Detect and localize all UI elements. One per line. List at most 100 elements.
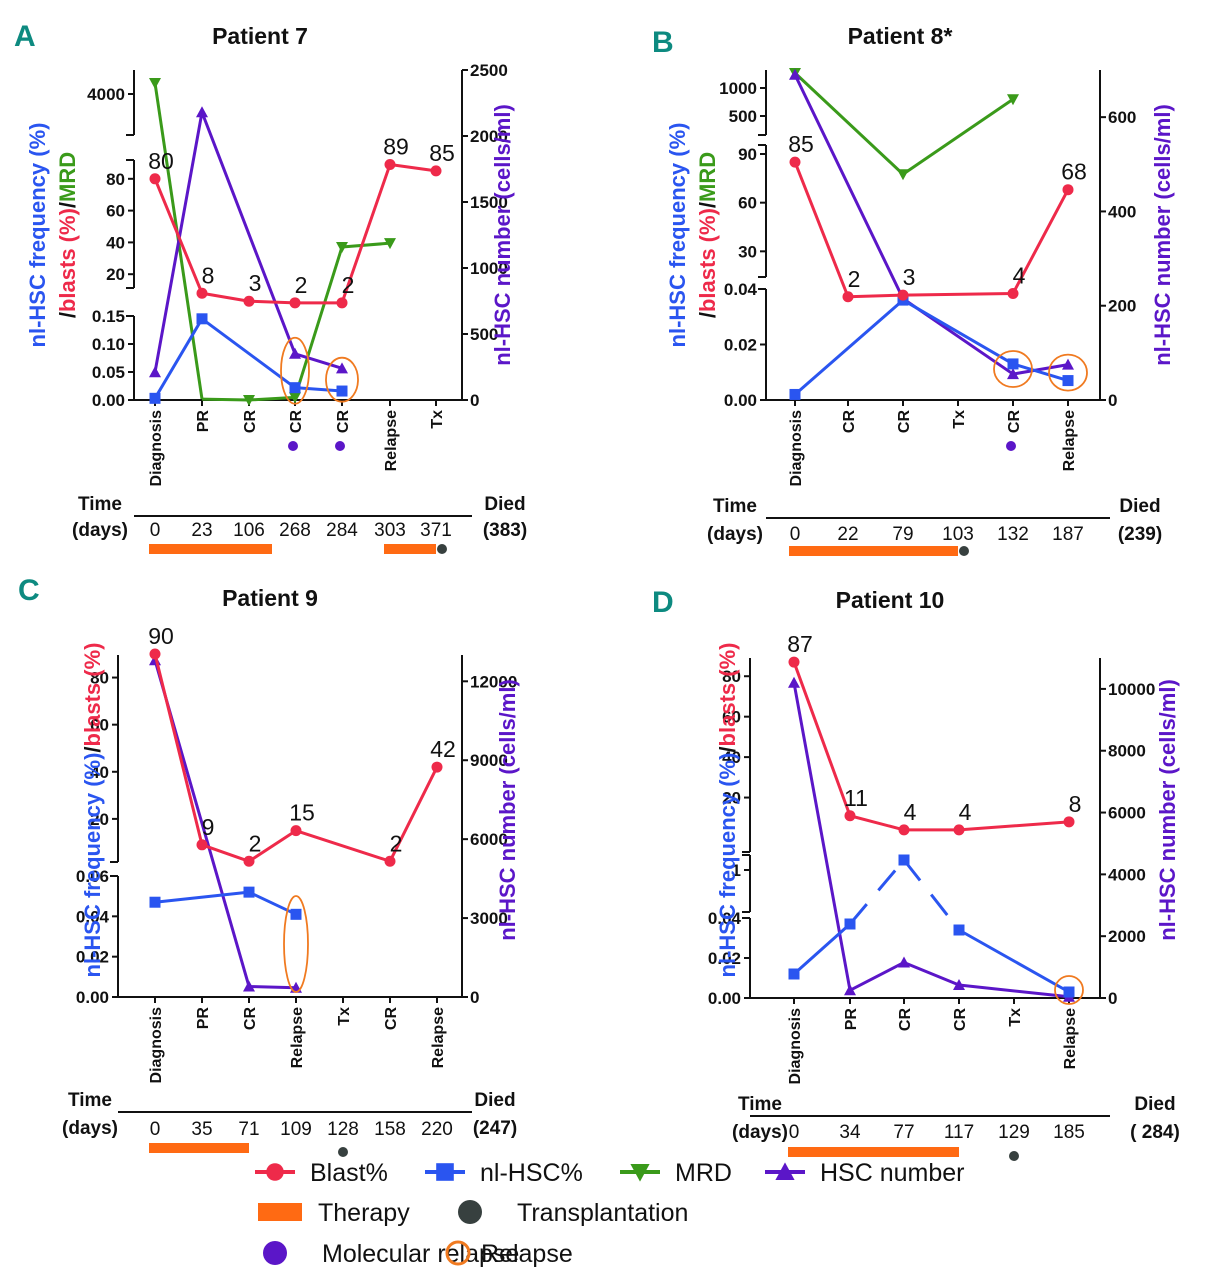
legend: Blast% nl-HSC% MRD HSC number Therapy Transpl… bbox=[255, 1159, 965, 1268]
right-tick-label: 1500 bbox=[470, 193, 508, 212]
mrd-point bbox=[149, 78, 161, 89]
nl-hsc-point bbox=[898, 854, 910, 866]
nl-hsc-point bbox=[289, 382, 301, 394]
legend-label: nl-HSC% bbox=[480, 1159, 583, 1187]
left-axis-title-part: nl-HSC frequency (%) bbox=[665, 123, 690, 348]
category-label: Diagnosis bbox=[787, 1008, 804, 1085]
left-axis-title-part: blasts (%) bbox=[80, 643, 105, 747]
time-day: 158 bbox=[374, 1119, 406, 1140]
legend-item: MRD bbox=[620, 1159, 732, 1187]
left-axis-title-part: blasts (%) bbox=[695, 208, 720, 312]
blast-data-label: 2 bbox=[848, 266, 861, 292]
hsc-number-point bbox=[1062, 358, 1074, 370]
legend-label: HSC number bbox=[820, 1159, 965, 1187]
left-tick-label: 4000 bbox=[87, 85, 125, 104]
blast-data-label: 15 bbox=[289, 800, 315, 826]
series-blast: 85 2 3 4 68 bbox=[788, 131, 1087, 303]
blast-data-label: 80 bbox=[148, 148, 174, 174]
category-label: CR bbox=[841, 410, 858, 434]
nl-hsc-line-segment bbox=[902, 859, 961, 931]
category-label: CR bbox=[383, 1007, 400, 1031]
right-axis-title: nl-HSC number (cells/ml) bbox=[1155, 679, 1180, 941]
right-tick-label: 0 bbox=[470, 988, 479, 1007]
blast-data-label: 85 bbox=[788, 131, 814, 157]
left-axis-title-part: blasts (%) bbox=[715, 643, 740, 747]
blast-point bbox=[844, 810, 856, 822]
left-tick-label: 80 bbox=[722, 667, 741, 686]
left-tick-label: 60 bbox=[738, 194, 757, 213]
died-label: ( 284) bbox=[1130, 1122, 1180, 1143]
mrd-point bbox=[289, 392, 301, 404]
blast-data-label: 4 bbox=[1013, 263, 1026, 289]
blast-data-label: 85 bbox=[429, 140, 455, 166]
died-label: (247) bbox=[473, 1118, 517, 1139]
therapy-legend-icon bbox=[258, 1203, 302, 1221]
category-label: Relapse bbox=[1061, 410, 1078, 471]
time-day: 103 bbox=[942, 524, 974, 545]
time-day: 22 bbox=[837, 524, 858, 545]
mrd-point bbox=[897, 169, 909, 181]
blast-data-label: 4 bbox=[959, 799, 972, 825]
category-label: CR bbox=[952, 1008, 969, 1032]
legend-item: Therapy bbox=[258, 1199, 410, 1227]
mrd-point bbox=[1007, 94, 1019, 106]
nl-hsc-line-segment bbox=[848, 859, 906, 925]
blast-data-label: 42 bbox=[430, 736, 456, 762]
legend-label: Therapy bbox=[318, 1199, 410, 1227]
time-day: 0 bbox=[150, 1119, 161, 1140]
left-tick-label: 0.00 bbox=[92, 391, 125, 410]
category-label: Diagnosis bbox=[788, 410, 805, 487]
blast-data-label: 2 bbox=[249, 830, 262, 856]
right-tick-label: 0 bbox=[1108, 989, 1117, 1008]
legend-item: Relapse bbox=[445, 1240, 573, 1268]
panel-b: B Patient 8*0.000.020.0430609050010000200… bbox=[652, 23, 1175, 556]
time-day: 0 bbox=[789, 1122, 800, 1143]
category-label: PR bbox=[195, 1007, 212, 1030]
nl-hsc-line-segment bbox=[153, 318, 204, 400]
transplant-dot bbox=[338, 1147, 348, 1157]
therapy-bar bbox=[149, 1143, 249, 1153]
blast-data-label: 4 bbox=[904, 799, 917, 825]
category-label: CR bbox=[896, 410, 913, 434]
hsc-number-line bbox=[153, 110, 343, 373]
legend-item: Blast% bbox=[255, 1159, 388, 1187]
hsc-number-point bbox=[789, 68, 801, 80]
transplant-dot bbox=[1009, 1151, 1019, 1161]
relapse-circle bbox=[280, 336, 310, 405]
blast-data-label: 3 bbox=[249, 270, 262, 296]
relapse-circle bbox=[993, 350, 1033, 388]
left-tick-label: 0.05 bbox=[92, 363, 125, 382]
left-tick-label: 40 bbox=[106, 233, 125, 252]
time-day: 284 bbox=[326, 520, 358, 541]
legend-label: Blast% bbox=[310, 1159, 388, 1187]
category-label: CR bbox=[288, 410, 305, 434]
nl-hsc-point bbox=[844, 918, 856, 930]
blast-data-label: 2 bbox=[390, 830, 403, 856]
legend-label: Relapse bbox=[481, 1240, 573, 1268]
blast-point bbox=[149, 648, 161, 660]
nl-hsc-point bbox=[1063, 986, 1075, 998]
blast-data-label: 2 bbox=[342, 272, 355, 298]
nl-hsc-point bbox=[1007, 358, 1019, 370]
right-tick-label: 500 bbox=[470, 325, 498, 344]
panel-d: D Patient 100.000.020.0412040608002000400… bbox=[652, 586, 1180, 1161]
blast-point bbox=[1062, 184, 1074, 196]
series-hsc-number bbox=[788, 676, 1075, 1002]
panel-letter: B bbox=[652, 26, 674, 59]
nl-hsc-line-segment bbox=[793, 922, 851, 976]
time-header: (days) bbox=[62, 1118, 118, 1139]
mrd-line-segment bbox=[793, 71, 905, 176]
nl-hsc-line-segment bbox=[1012, 362, 1069, 383]
blast-point bbox=[384, 855, 396, 867]
blast-point bbox=[290, 825, 302, 837]
chart-title: Patient 9 bbox=[222, 585, 318, 611]
time-day: 77 bbox=[893, 1122, 914, 1143]
right-tick-label: 0 bbox=[1108, 391, 1117, 410]
right-tick-label: 400 bbox=[1108, 202, 1136, 221]
blast-data-label: 87 bbox=[787, 631, 813, 657]
left-tick-label: 0.02 bbox=[76, 948, 109, 967]
series-mrd bbox=[789, 68, 1019, 181]
left-axis-title: /blasts (%)/MRD bbox=[55, 152, 80, 318]
relapse-circle bbox=[1048, 353, 1088, 392]
